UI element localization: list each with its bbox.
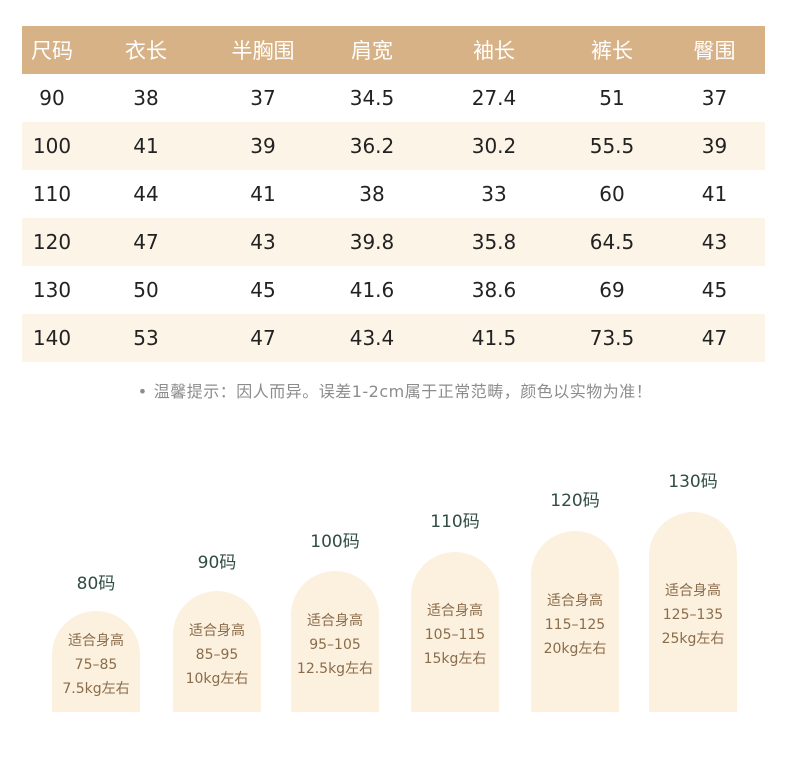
table-cell: 47 xyxy=(664,314,765,362)
pill-weight: 25kg左右 xyxy=(661,631,725,647)
header-pants-length: 裤长 xyxy=(560,26,664,74)
size-label: 120码 xyxy=(550,491,600,511)
pill-height-range: 85–95 xyxy=(195,646,239,663)
size-column-90: 90码 适合身高 85–95 10kg左右 xyxy=(173,548,261,712)
table-cell: 45 xyxy=(250,278,276,302)
table-cell: 130 xyxy=(32,278,72,302)
pill-height-range: 95–105 xyxy=(309,636,361,653)
pill-caption: 适合身高 xyxy=(665,583,721,599)
pill-weight: 15kg左右 xyxy=(423,651,487,667)
table-cell: 38 xyxy=(359,182,385,206)
size-height-chart: 80码 适合身高 75–85 7.5kg左右 90码 适合身高 85–95 10… xyxy=(0,440,790,769)
size-column-100: 100码 适合身高 95–105 12.5kg左右 xyxy=(291,527,379,712)
table-cell: 64.5 xyxy=(560,218,664,266)
table-cell: 100 xyxy=(22,122,82,170)
size-pill: 适合身高 95–105 12.5kg左右 xyxy=(291,571,379,712)
table-cell: 35.8 xyxy=(428,218,560,266)
table-cell: 38.6 xyxy=(471,278,517,302)
size-column-110: 110码 适合身高 105–115 15kg左右 xyxy=(411,507,499,712)
table-cell: 41 xyxy=(701,182,728,206)
table-cell: 41.6 xyxy=(349,278,395,302)
pill-height-range: 125–135 xyxy=(662,607,724,623)
table-row: 140 53 47 43.4 41.5 73.5 47 xyxy=(22,314,765,362)
table-cell: 30.2 xyxy=(428,122,560,170)
table-cell: 140 xyxy=(22,314,82,362)
size-pill: 适合身高 105–115 15kg左右 xyxy=(411,552,499,712)
pill-weight: 10kg左右 xyxy=(185,670,249,687)
table-row: 100 41 39 36.2 30.2 55.5 39 xyxy=(22,122,765,170)
pill-height-range: 115–125 xyxy=(544,616,606,633)
header-hip: 臀围 xyxy=(664,26,765,74)
table-row: 130 50 45 41.6 38.6 69 45 xyxy=(22,266,765,314)
header-sleeve: 袖长 xyxy=(428,26,560,74)
size-label: 130码 xyxy=(668,472,718,492)
size-pill: 适合身高 125–135 25kg左右 xyxy=(649,512,737,712)
table-cell: 41 xyxy=(250,182,276,206)
table-cell: 34.5 xyxy=(349,86,395,110)
table-cell: 47 xyxy=(210,314,316,362)
table-cell: 39 xyxy=(664,122,765,170)
table-cell: 37 xyxy=(250,86,276,110)
table-cell: 60 xyxy=(599,182,625,206)
table-cell: 43.4 xyxy=(316,314,428,362)
table-row: 120 47 43 39.8 35.8 64.5 43 xyxy=(22,218,765,266)
table-cell: 55.5 xyxy=(560,122,664,170)
size-pill: 适合身高 115–125 20kg左右 xyxy=(531,531,619,712)
table-cell: 110 xyxy=(32,182,72,206)
pill-caption: 适合身高 xyxy=(427,603,483,619)
table-cell: 37 xyxy=(701,86,728,110)
header-half-chest: 半胸围 xyxy=(210,26,316,74)
size-table: 尺码 衣长 半胸围 肩宽 袖长 裤长 臀围 90 38 37 34.5 27.4… xyxy=(22,26,765,362)
table-cell: 90 xyxy=(39,86,65,110)
table-cell: 43 xyxy=(210,218,316,266)
table-cell: 33 xyxy=(481,182,507,206)
table-cell: 41 xyxy=(82,122,210,170)
size-label: 80码 xyxy=(76,574,116,594)
pill-caption: 适合身高 xyxy=(547,592,603,609)
size-label: 110码 xyxy=(430,512,480,532)
table-cell: 43 xyxy=(664,218,765,266)
table-header-row: 尺码 衣长 半胸围 肩宽 袖长 裤长 臀围 xyxy=(22,26,765,74)
header-shoulder: 肩宽 xyxy=(316,26,428,74)
header-length: 衣长 xyxy=(82,26,210,74)
table-cell: 41.5 xyxy=(428,314,560,362)
pill-weight: 20kg左右 xyxy=(543,640,607,657)
size-pill: 适合身高 75–85 7.5kg左右 xyxy=(52,611,140,712)
note-bullet: • xyxy=(137,382,148,401)
table-cell: 73.5 xyxy=(560,314,664,362)
table-cell: 45 xyxy=(701,278,728,302)
note-text: 温馨提示：因人而异。误差1-2cm属于正常范畴，颜色以实物为准！ xyxy=(153,382,653,401)
pill-height-range: 75–85 xyxy=(74,656,118,673)
header-size: 尺码 xyxy=(22,26,82,74)
table-cell: 39.8 xyxy=(316,218,428,266)
table-row: 110 44 41 38 33 60 41 xyxy=(22,170,765,218)
size-column-80: 80码 适合身高 75–85 7.5kg左右 xyxy=(52,569,140,712)
size-column-120: 120码 适合身高 115–125 20kg左右 xyxy=(531,486,619,712)
table-cell: 27.4 xyxy=(471,86,517,110)
pill-caption: 适合身高 xyxy=(189,622,245,639)
table-cell: 53 xyxy=(82,314,210,362)
table-cell: 39 xyxy=(210,122,316,170)
size-label: 100码 xyxy=(310,532,360,552)
table-cell: 51 xyxy=(599,86,625,110)
table-cell: 69 xyxy=(599,278,625,302)
table-cell: 47 xyxy=(82,218,210,266)
size-label: 90码 xyxy=(197,553,237,573)
table-cell: 36.2 xyxy=(316,122,428,170)
table-row: 90 38 37 34.5 27.4 51 37 xyxy=(22,74,765,122)
table-cell: 38 xyxy=(133,86,159,110)
size-note: • 温馨提示：因人而异。误差1-2cm属于正常范畴，颜色以实物为准！ xyxy=(0,378,790,402)
table-cell: 44 xyxy=(133,182,159,206)
size-column-130: 130码 适合身高 125–135 25kg左右 xyxy=(649,467,737,712)
size-pill: 适合身高 85–95 10kg左右 xyxy=(173,591,261,712)
table-cell: 50 xyxy=(133,278,159,302)
table-cell: 120 xyxy=(22,218,82,266)
pill-height-range: 105–115 xyxy=(424,627,486,643)
pill-weight: 12.5kg左右 xyxy=(296,660,374,677)
pill-weight: 7.5kg左右 xyxy=(62,680,130,697)
pill-caption: 适合身高 xyxy=(68,632,124,649)
pill-caption: 适合身高 xyxy=(307,612,363,629)
